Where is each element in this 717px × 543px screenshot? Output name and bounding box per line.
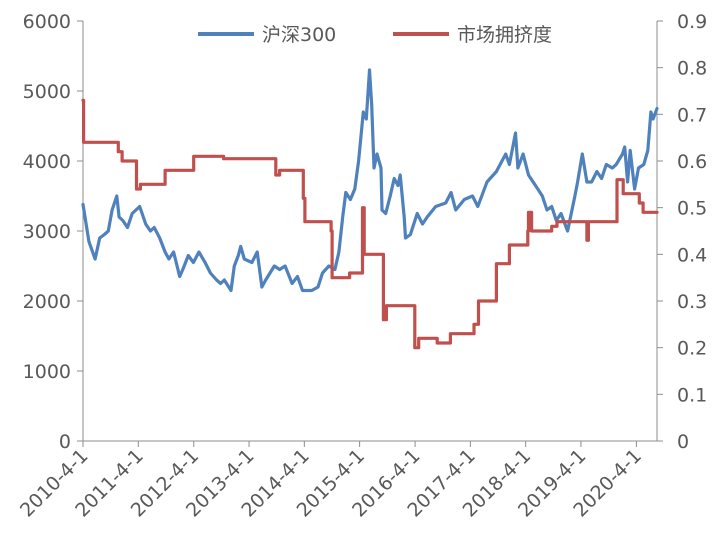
y-right-tick-label: 0.5	[677, 198, 707, 220]
y-left-tick-label: 4000	[23, 151, 71, 173]
y-right-tick-label: 0.4	[677, 244, 707, 266]
y-right-tick-label: 0.7	[677, 104, 707, 126]
y-left-tick-label: 1000	[23, 361, 71, 383]
y-right-tick-label: 0.6	[677, 151, 707, 173]
y-left-tick-label: 0	[59, 431, 71, 453]
y-right-tick-label: 0.1	[677, 384, 707, 406]
series-line-crowding	[81, 98, 659, 350]
legend: 沪深300 市场拥挤度	[198, 24, 552, 46]
y-left-tick-label: 6000	[23, 11, 71, 33]
y-left-tick-label: 2000	[23, 291, 71, 313]
series-lines	[81, 68, 659, 350]
legend-label: 市场拥挤度	[457, 24, 552, 46]
y-right-tick-label: 0	[677, 431, 689, 453]
y-right-tick-label: 0.2	[677, 338, 707, 360]
y-right-tick-label: 0.3	[677, 291, 707, 313]
series-line-csi300	[81, 68, 659, 293]
y-right-tick-label: 0.8	[677, 58, 707, 80]
legend-label: 沪深300	[262, 24, 336, 46]
y-right-tick-label: 0.9	[677, 11, 707, 33]
y-left-tick-label: 3000	[23, 221, 71, 243]
y-left-tick-label: 5000	[23, 81, 71, 103]
